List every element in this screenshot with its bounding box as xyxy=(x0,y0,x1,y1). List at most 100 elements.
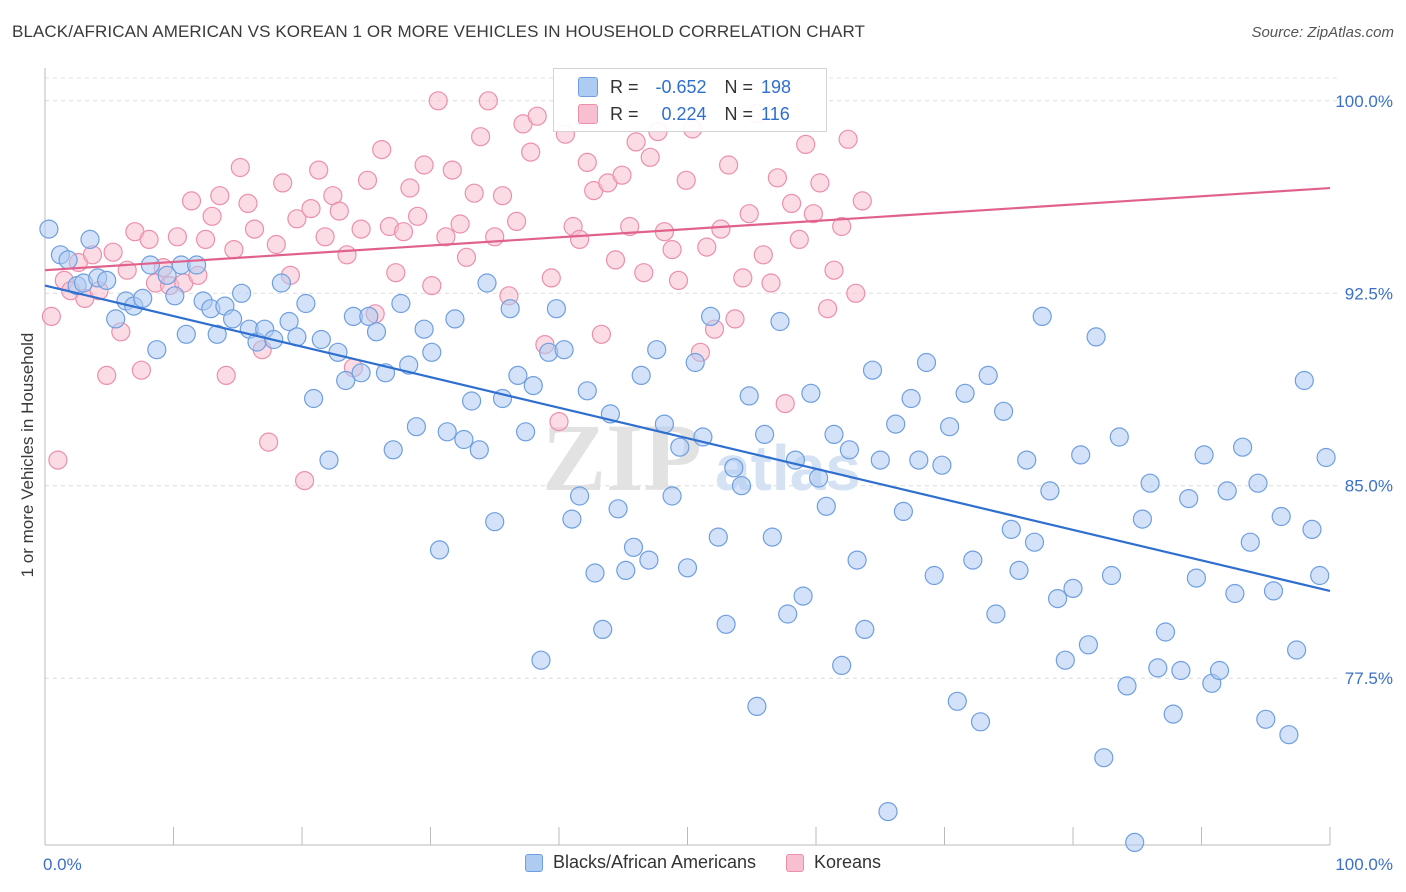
black-point xyxy=(97,270,117,290)
black-point xyxy=(932,455,952,475)
black-point xyxy=(1310,565,1330,586)
black-point xyxy=(328,342,348,362)
korean-point xyxy=(810,173,830,193)
black-point xyxy=(700,306,721,326)
black-point xyxy=(963,550,983,570)
black-point xyxy=(58,250,78,270)
black-point xyxy=(232,283,252,303)
black-point xyxy=(296,293,316,314)
korean-point xyxy=(224,240,244,260)
black-point xyxy=(414,319,434,339)
black-point xyxy=(639,550,659,570)
korean-point xyxy=(626,132,646,152)
legend-r-label: R = xyxy=(610,76,639,97)
korean-point xyxy=(569,229,590,249)
legend-r-value: -0.652 xyxy=(655,76,707,97)
korean-point xyxy=(541,268,561,288)
black-point xyxy=(1024,532,1045,552)
korean-point xyxy=(422,276,442,296)
korean-point xyxy=(301,199,321,219)
korean-point xyxy=(238,193,258,213)
black-point xyxy=(147,340,167,360)
black-point xyxy=(1094,748,1114,768)
black-point xyxy=(1125,832,1145,853)
black-point xyxy=(469,440,489,460)
black-point xyxy=(454,429,474,450)
black-point xyxy=(747,696,767,717)
black-point xyxy=(909,450,929,470)
legend-item-korean[interactable]: Koreans xyxy=(786,852,881,873)
black-point xyxy=(1109,427,1129,447)
black-point xyxy=(279,311,299,332)
korean-points xyxy=(41,91,872,491)
black-point xyxy=(437,422,457,442)
black-point xyxy=(631,365,651,385)
black-point xyxy=(716,614,736,634)
black-point xyxy=(1294,370,1314,391)
black-point xyxy=(662,486,682,506)
black-point xyxy=(839,440,860,460)
korean-point xyxy=(767,168,788,188)
legend-label-black: Blacks/African Americans xyxy=(552,852,757,872)
black-point xyxy=(778,604,798,624)
x-tick-label: 0.0% xyxy=(43,855,82,874)
korean-point xyxy=(450,214,470,234)
black-point xyxy=(647,340,667,360)
korean-point xyxy=(753,245,773,265)
black-point xyxy=(207,324,227,344)
korean-point xyxy=(131,360,151,380)
korean-point xyxy=(478,91,498,111)
tick-labels: 77.5% 85.0% 92.5% 100.0% 0.0% 100.0% xyxy=(43,92,1393,874)
korean-point xyxy=(210,186,230,206)
korean-point xyxy=(846,283,866,303)
black-point xyxy=(1225,583,1245,604)
korean-point xyxy=(549,412,569,432)
black-point xyxy=(1271,506,1291,527)
series-legend: Blacks/African Americans Koreans xyxy=(0,852,1406,873)
black-point xyxy=(1316,447,1336,468)
black-point xyxy=(993,401,1014,421)
black-point xyxy=(1017,450,1037,470)
legend-swatch-korean xyxy=(578,104,598,124)
black-point xyxy=(947,691,967,711)
korean-point xyxy=(506,211,527,231)
korean-point xyxy=(139,229,159,249)
korean-point xyxy=(351,219,371,239)
korean-point xyxy=(181,191,202,211)
korean-point xyxy=(832,216,852,237)
black-point xyxy=(1148,658,1168,678)
korean-point xyxy=(329,201,349,221)
korean-point xyxy=(295,471,315,491)
korean-point xyxy=(718,155,739,175)
black-point xyxy=(445,309,465,329)
korean-point xyxy=(789,229,809,249)
black-point xyxy=(770,311,790,332)
korean-point xyxy=(620,216,640,237)
black-point xyxy=(1117,676,1137,696)
black-point xyxy=(1217,481,1237,501)
black-point xyxy=(1286,640,1307,660)
korean-point xyxy=(287,209,307,229)
legend-n-value: 198 xyxy=(761,76,792,97)
legend-r-label: R = xyxy=(610,103,639,124)
legend-swatch-korean xyxy=(786,853,805,872)
korean-point xyxy=(733,268,753,288)
korean-point xyxy=(103,242,123,262)
korean-point xyxy=(167,227,187,247)
legend-row-korean: R = 0.224 N = 116 xyxy=(578,101,790,127)
black-point xyxy=(1009,560,1029,581)
korean-point xyxy=(428,91,448,111)
korean-point xyxy=(725,309,745,329)
korean-point xyxy=(605,250,626,270)
korean-point xyxy=(48,450,68,470)
y-tick-label: 92.5% xyxy=(1345,284,1393,303)
korean-point xyxy=(357,170,378,190)
legend-item-black[interactable]: Blacks/African Americans xyxy=(524,852,757,873)
y-tick-label: 85.0% xyxy=(1345,477,1393,496)
black-point xyxy=(1302,519,1322,540)
legend-r-value: 0.224 xyxy=(661,103,707,124)
black-points xyxy=(39,219,1336,853)
black-point xyxy=(1240,532,1260,552)
black-point xyxy=(223,309,243,329)
